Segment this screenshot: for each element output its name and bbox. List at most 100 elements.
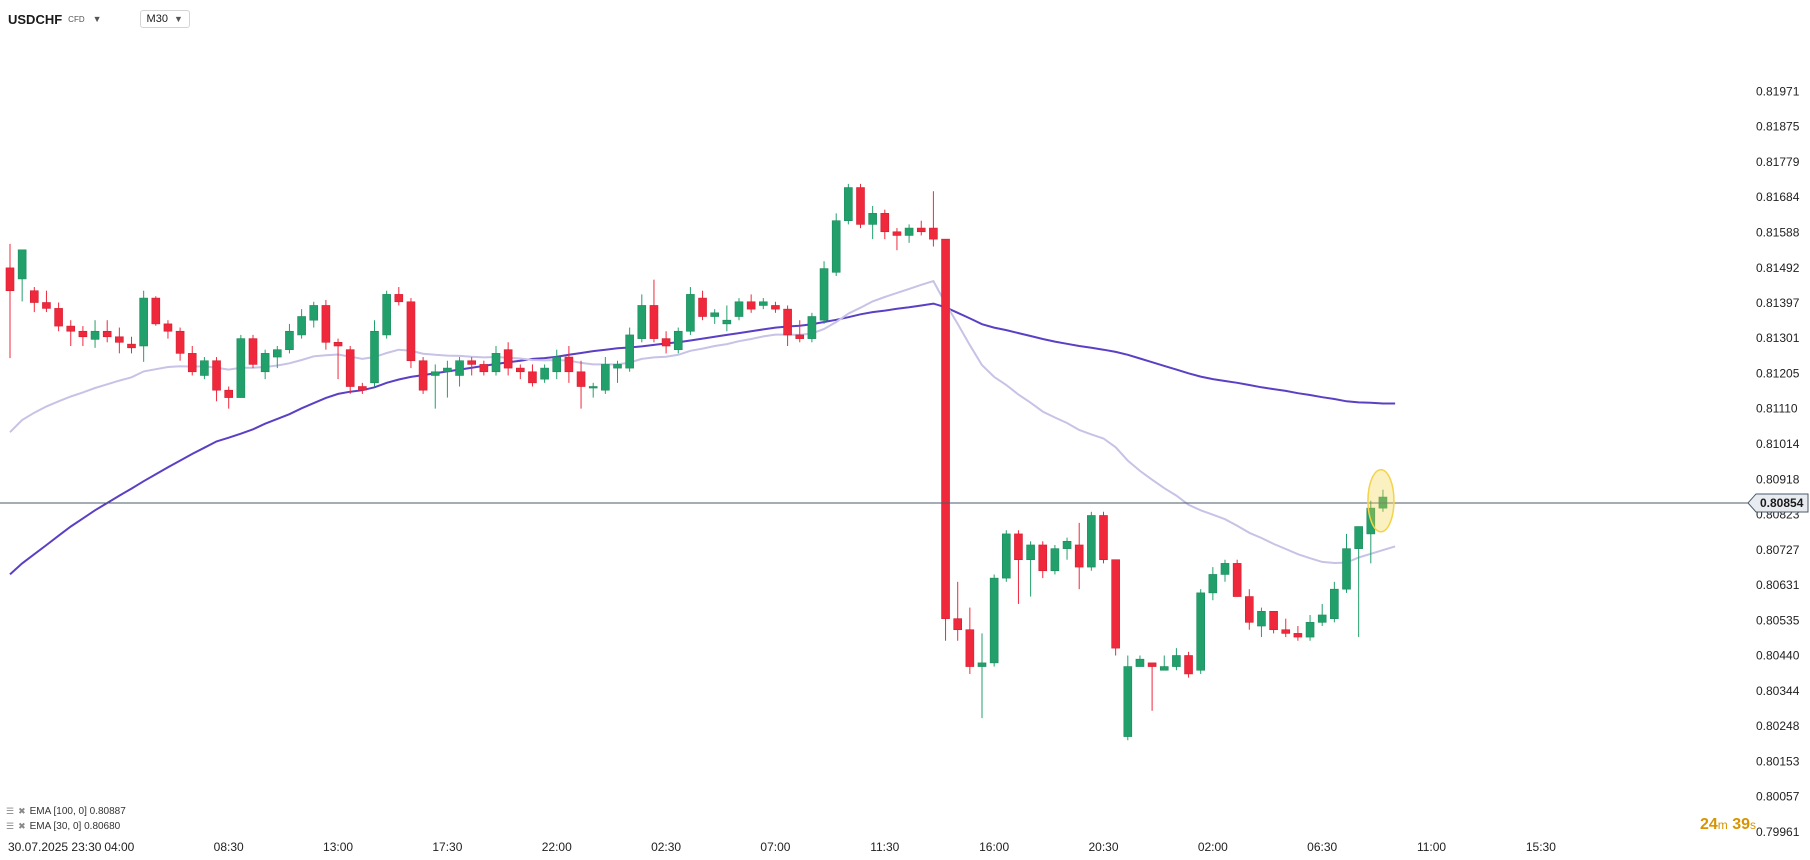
candle-body: [42, 302, 51, 309]
candle: [1087, 511, 1096, 571]
candle: [989, 574, 999, 667]
time-tick-label: 16:00: [979, 840, 1009, 854]
candle-body: [1330, 588, 1339, 619]
symbol-name: USDCHF: [8, 11, 63, 27]
candle-body: [1172, 655, 1181, 667]
candle-body: [200, 360, 209, 376]
time-tick-label: 17:30: [432, 840, 462, 854]
timeframe-selector[interactable]: M30 ▼: [139, 10, 190, 28]
candle-body: [29, 290, 39, 303]
legend-item-ema100: ☰ ✖ EMA [100, 0] 0.80887: [6, 804, 126, 819]
candle: [1257, 607, 1266, 638]
candle: [1293, 626, 1303, 641]
candle-body: [102, 330, 112, 338]
indicator-settings-icon[interactable]: ☰: [6, 806, 16, 816]
countdown-seconds: 39: [1732, 816, 1750, 833]
candle: [710, 309, 720, 324]
candle: [807, 312, 817, 343]
symbol-selector[interactable]: USDCHF CFD ▼: [8, 12, 102, 27]
candle-body: [1026, 544, 1035, 560]
price-tick-label: 0.81110: [1756, 402, 1798, 416]
candle: [916, 220, 926, 236]
candle: [42, 290, 51, 313]
price-tick-label: 0.79961: [1756, 825, 1800, 839]
candle-body: [746, 301, 756, 310]
candle-body: [977, 662, 987, 667]
price-tick-label: 0.80248: [1756, 719, 1800, 733]
candle-body: [1050, 548, 1060, 572]
candle: [224, 386, 233, 409]
candle: [29, 287, 39, 313]
candle: [613, 360, 622, 383]
candle-body: [443, 367, 452, 373]
candle: [783, 305, 792, 346]
candle: [540, 364, 549, 383]
candle-countdown: 24m 39s: [1700, 816, 1756, 834]
candle: [1147, 662, 1157, 711]
candle: [503, 342, 513, 376]
candle-body: [904, 227, 914, 236]
candle: [1062, 537, 1072, 560]
time-axis: 30.07.2025 23:30 04:00 08:30 13:00 17:30 22:0…: [8, 840, 1556, 854]
candle-body: [272, 349, 282, 358]
candle-body: [564, 356, 574, 373]
close-icon[interactable]: ✖: [18, 821, 27, 831]
candle: [819, 261, 829, 324]
candle-body: [819, 268, 829, 321]
price-tick-label: 0.80344: [1756, 684, 1800, 698]
candle-body: [1293, 633, 1303, 638]
time-tick-label: 15:30: [1526, 840, 1556, 854]
price-tag-bg: [1747, 493, 1809, 513]
candle: [722, 305, 732, 332]
candle: [1330, 581, 1339, 623]
candle: [54, 302, 63, 332]
candle: [260, 349, 270, 380]
candle-body: [856, 187, 865, 225]
candle: [1342, 533, 1351, 593]
candle-body: [1354, 526, 1363, 549]
candle: [139, 290, 148, 362]
candle: [430, 364, 440, 409]
candle-body: [139, 297, 148, 347]
candle-body: [1257, 610, 1266, 627]
candle-body: [406, 301, 416, 362]
candle: [1232, 559, 1242, 597]
chart-toolbar: USDCHF CFD ▼ M30 ▼: [8, 8, 190, 30]
candle-body: [710, 312, 720, 317]
indicator-settings-icon[interactable]: ☰: [6, 821, 16, 831]
candle: [406, 298, 416, 369]
candle-body: [649, 305, 659, 339]
candle: [297, 309, 306, 339]
candle-body: [588, 386, 598, 389]
candle-body: [151, 297, 161, 325]
candle-body: [1062, 540, 1072, 549]
candle-body: [1196, 592, 1205, 671]
candle-body: [163, 323, 173, 332]
candle-body: [673, 330, 683, 350]
candle: [929, 191, 938, 247]
candle-body: [17, 249, 27, 280]
candle: [491, 345, 501, 376]
candle-body: [916, 227, 926, 233]
candle-body: [1001, 533, 1011, 579]
candle-body: [382, 294, 391, 336]
candle-body: [394, 294, 404, 303]
candle-body: [953, 618, 963, 631]
price-tick-label: 0.80918: [1756, 472, 1800, 486]
candle-body: [212, 360, 221, 391]
candle-body: [807, 316, 817, 339]
candles-layer: [5, 183, 1388, 741]
candle-body: [698, 297, 707, 317]
candle-body: [1074, 544, 1084, 568]
candle-body: [1317, 614, 1327, 623]
current-price-tag: 0.80854: [1747, 493, 1809, 513]
candle-body: [941, 238, 950, 619]
close-icon[interactable]: ✖: [18, 806, 27, 816]
candle: [1111, 559, 1120, 656]
candle-body: [285, 330, 294, 350]
price-tick-label: 0.81875: [1756, 120, 1800, 134]
candle-body: [929, 227, 938, 240]
candle-body: [515, 367, 525, 373]
candle-body: [90, 330, 100, 340]
